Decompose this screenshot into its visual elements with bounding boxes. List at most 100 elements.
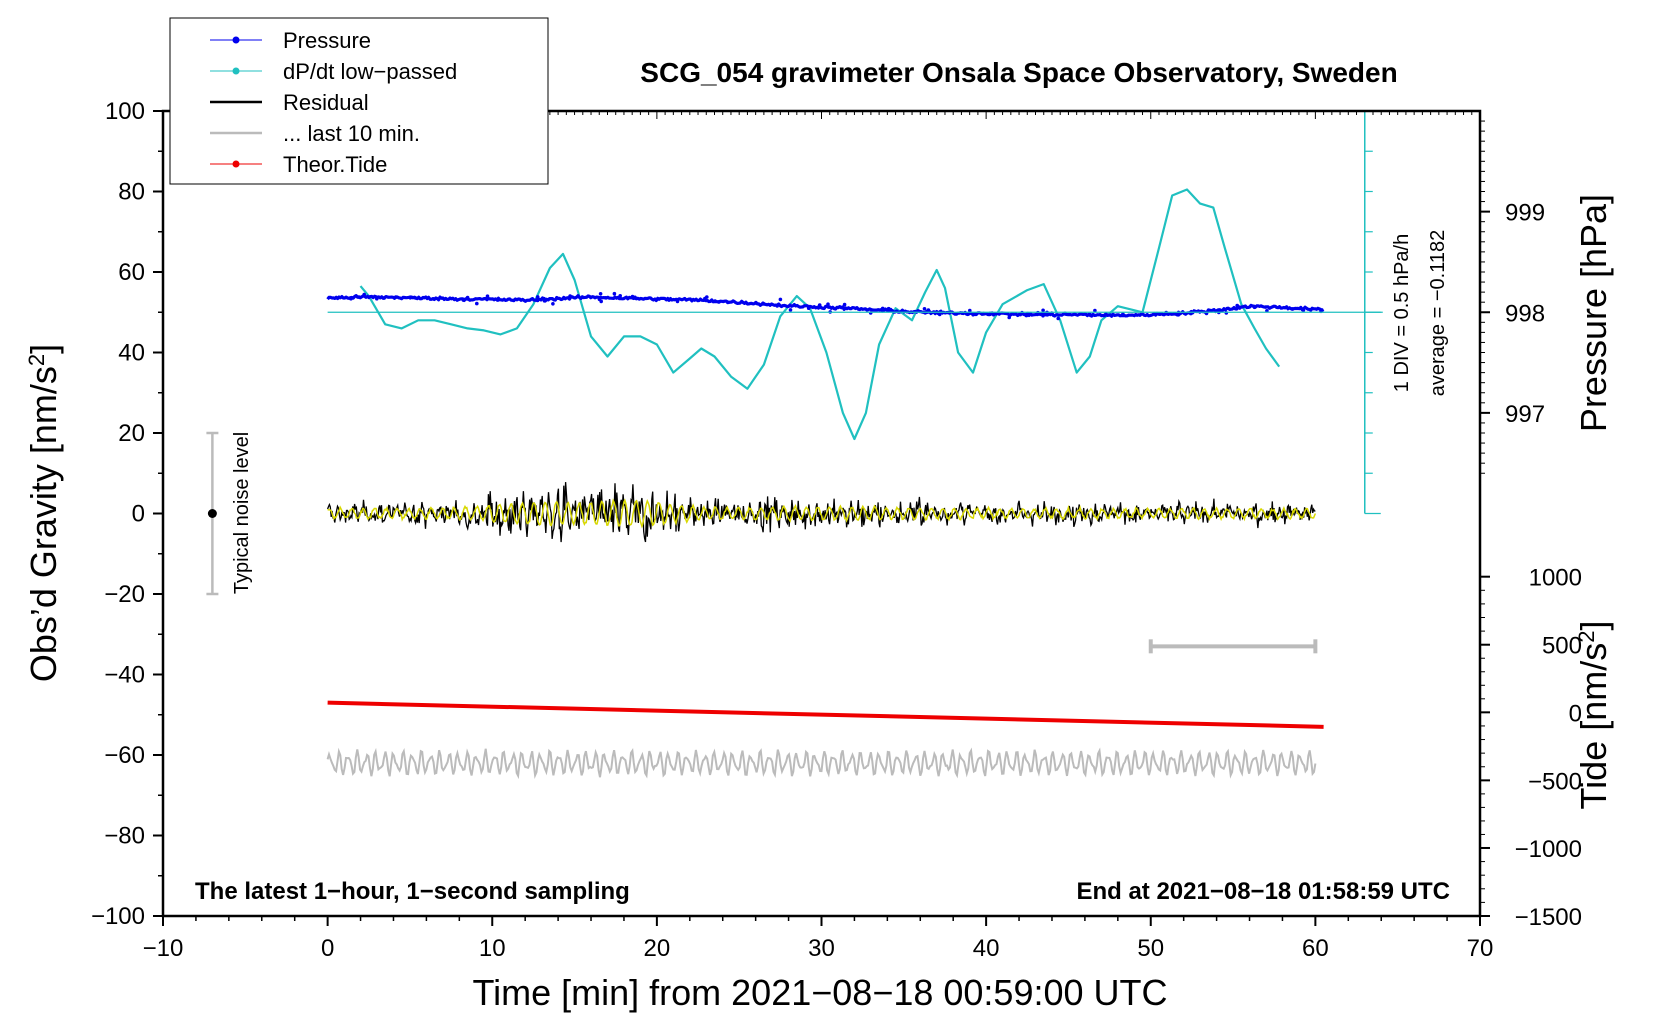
series-residual-smoothed-line	[327, 498, 1317, 529]
pressure-point	[1111, 312, 1115, 317]
series-pressure-line	[326, 294, 1325, 318]
pressure-point	[1290, 307, 1295, 311]
pressure-point	[1121, 312, 1125, 316]
pressure-point	[675, 299, 680, 304]
pressure-axis-label: Pressure [hPa]	[1573, 194, 1614, 432]
pressure-point	[806, 306, 811, 311]
pressure-point	[511, 298, 516, 303]
pressure-point	[485, 294, 490, 299]
data-series	[326, 188, 1325, 780]
y-tick-label: −100	[91, 903, 145, 930]
tide-tick-label: 500	[1542, 633, 1582, 660]
pressure-point	[981, 312, 986, 316]
pressure-point	[842, 302, 847, 307]
pressure-point	[362, 292, 367, 297]
pressure-point	[1041, 308, 1045, 313]
y-axis-label: Obs’d Gravity [nm/s2]	[23, 344, 64, 682]
pressure-tick-label: 999	[1505, 200, 1545, 227]
dpdt-average-label: average = −0.1182	[1427, 230, 1449, 396]
pressure-point	[1235, 303, 1239, 308]
legend-label-dpdt: dP/dt low−passed	[283, 59, 457, 84]
pressure-point	[886, 306, 891, 311]
legend-label-tide: Theor.Tide	[283, 152, 387, 177]
pressure-point	[1093, 308, 1097, 313]
pressure-point	[357, 295, 362, 300]
x-tick-label: 40	[973, 935, 1000, 962]
noise-level-label: Typical noise level	[231, 432, 253, 594]
noise-bar-center-dot	[207, 509, 217, 518]
tide-axis-label-sup: 2	[1574, 631, 1599, 643]
pressure-point	[461, 298, 466, 302]
legend-label-residual: Residual	[283, 90, 369, 115]
series-dpdt-line	[359, 188, 1281, 441]
y-tick-label: −40	[104, 662, 145, 689]
y-tick-label: −60	[104, 742, 145, 769]
pressure-point	[880, 306, 885, 311]
y-axis-label-end: ]	[23, 344, 64, 354]
tide-tick-label: −1000	[1515, 836, 1582, 863]
legend-item-last10: ... last 10 min.	[210, 121, 420, 146]
pressure-point	[603, 296, 608, 300]
pressure-point	[495, 298, 500, 302]
pressure-point	[465, 295, 470, 300]
y-axis-label-sup: 2	[24, 354, 49, 366]
pressure-point	[1263, 305, 1268, 309]
pressure-point	[726, 300, 730, 305]
series-pressure-dots	[349, 291, 1323, 321]
x-tick-label: 0	[321, 935, 334, 962]
axis-ticks: −10 0 10 20 30 40 50 60 70−100−80−60−40−20020406…	[91, 98, 1582, 962]
x-tick-label: 60	[1302, 935, 1329, 962]
pressure-point	[816, 305, 821, 310]
pressure-point	[713, 299, 717, 303]
pressure-point	[1157, 312, 1162, 316]
y-tick-label: 0	[132, 501, 145, 528]
x-tick-label: −10	[143, 935, 184, 962]
pressure-point	[618, 294, 622, 298]
pressure-point	[633, 295, 637, 300]
pressure-point	[1301, 308, 1306, 312]
x-tick-label: 30	[808, 935, 835, 962]
y-tick-label: −20	[104, 581, 145, 608]
pressure-point	[413, 296, 418, 300]
pressure-point	[826, 302, 830, 307]
footer-end-time: End at 2021−08−18 01:58:59 UTC	[1076, 878, 1450, 905]
pressure-point	[551, 302, 555, 306]
pressure-point	[1007, 315, 1011, 320]
pressure-tick-label: 998	[1505, 300, 1545, 327]
pressure-point	[542, 296, 546, 301]
pressure-point	[394, 295, 398, 299]
y-axis-label-main: Obs’d Gravity [nm/s	[23, 366, 64, 682]
scale-bars	[206, 110, 1383, 654]
pressure-point	[968, 308, 972, 313]
pressure-point	[535, 295, 540, 299]
x-tick-label: 10	[479, 935, 506, 962]
tide-axis-label: Tide [nm/s2]	[1573, 621, 1614, 810]
y-tick-label: 100	[105, 98, 145, 125]
legend-item-residual: Residual	[210, 90, 369, 115]
pressure-point	[788, 308, 793, 312]
footer-sampling: The latest 1−hour, 1−second sampling	[195, 878, 630, 905]
legend-label-pressure: Pressure	[283, 28, 371, 53]
pressure-point	[612, 291, 617, 296]
pressure-point	[349, 296, 353, 301]
series-last10-line	[326, 747, 1317, 780]
legend-item-pressure: Pressure	[210, 28, 371, 53]
pressure-point	[937, 312, 942, 317]
tide-tick-label: 0	[1569, 700, 1582, 727]
pressure-point	[842, 306, 847, 311]
pressure-point	[431, 297, 436, 301]
pressure-point	[703, 296, 707, 301]
pressure-point	[717, 300, 721, 304]
legend-label-last10: ... last 10 min.	[283, 121, 420, 146]
x-tick-label: 20	[644, 935, 671, 962]
y-tick-label: 80	[118, 179, 145, 206]
tide-axis-label-main: Tide [nm/s	[1573, 643, 1614, 810]
pressure-point	[775, 304, 779, 308]
pressure-point	[1056, 316, 1060, 321]
pressure-point	[375, 296, 379, 301]
y-tick-label: −80	[104, 823, 145, 850]
y-tick-label: 40	[118, 340, 145, 367]
x-tick-label: 50	[1137, 935, 1164, 962]
x-axis-label: Time [min] from 2021−08−18 00:59:00 UTC	[472, 972, 1167, 1013]
